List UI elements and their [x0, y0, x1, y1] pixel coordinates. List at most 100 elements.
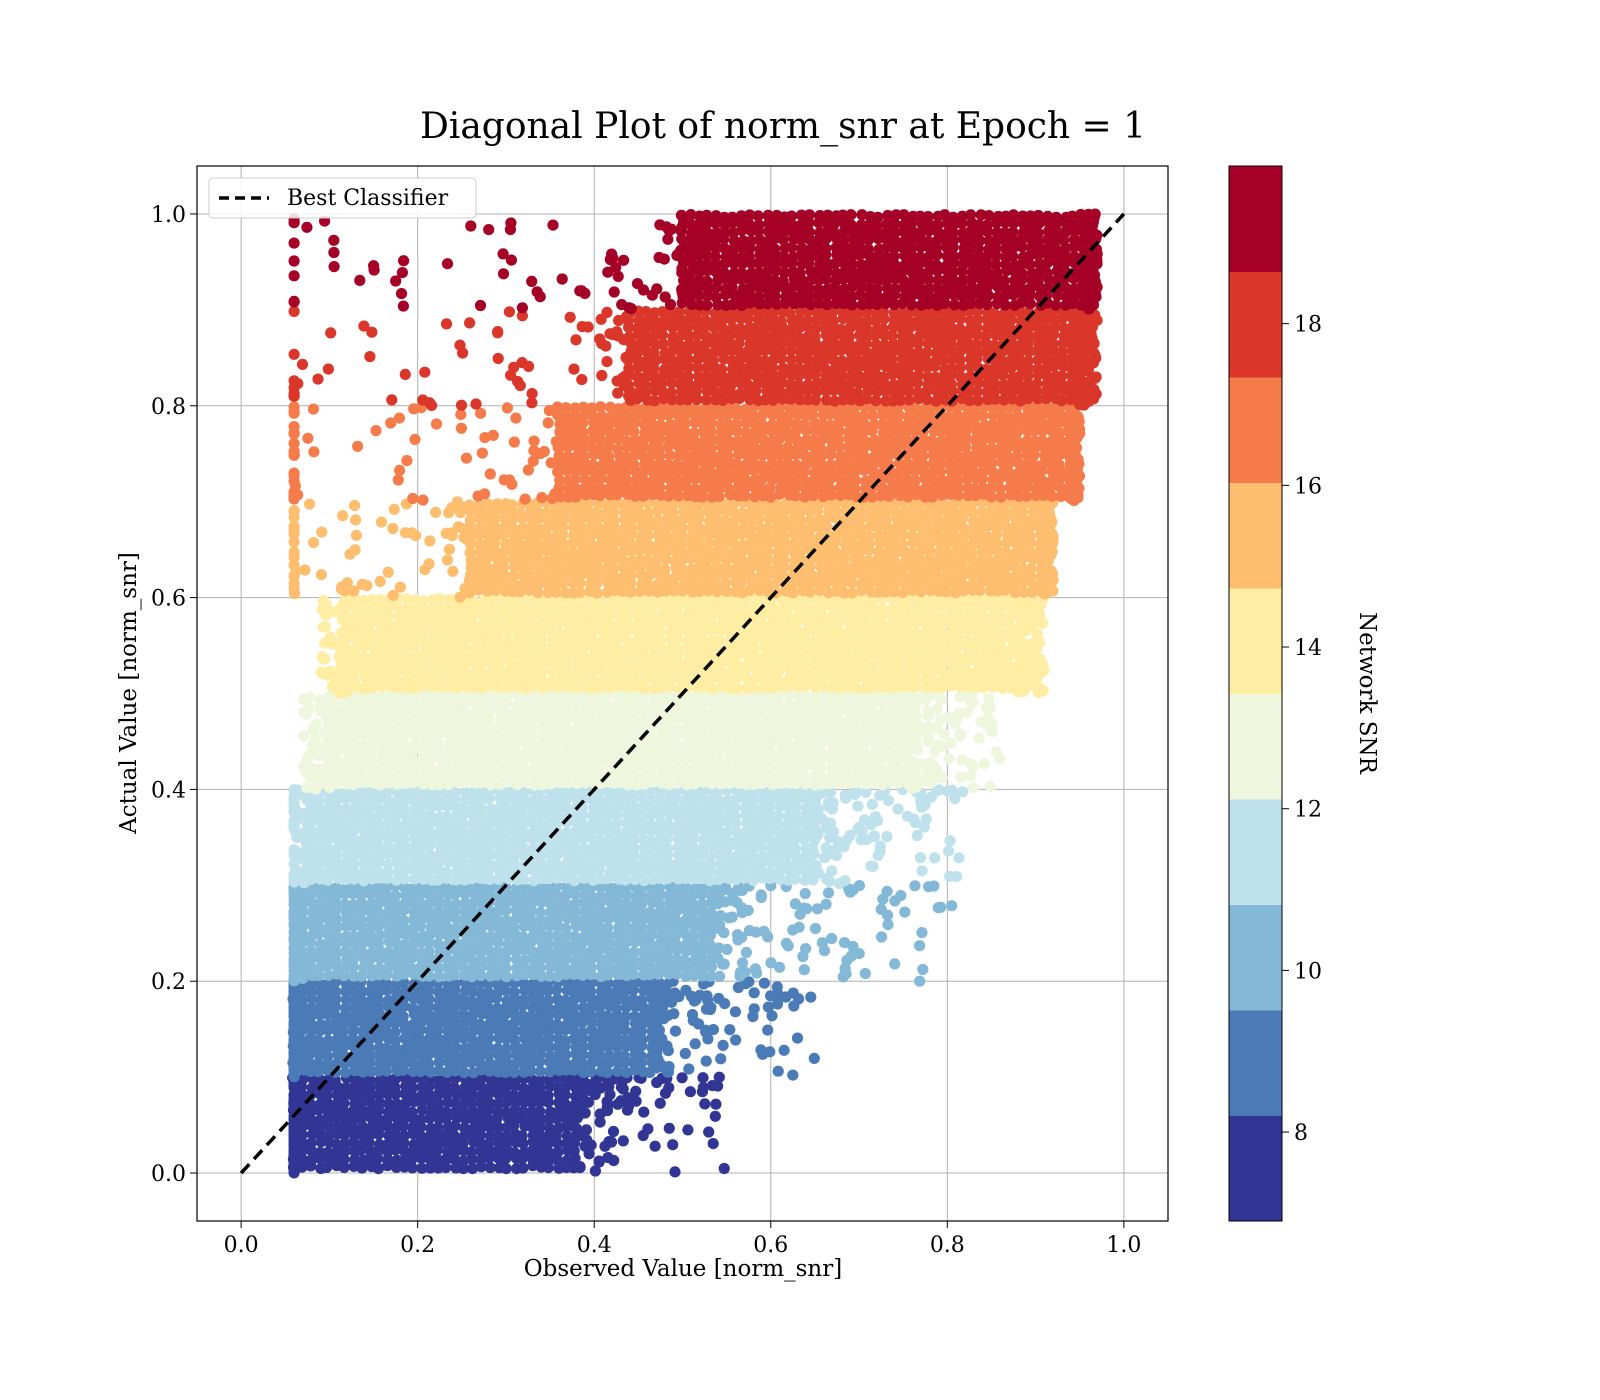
scatter-point	[780, 937, 793, 950]
scatter-point	[747, 850, 759, 862]
scatter-point	[347, 961, 359, 973]
scatter-point	[312, 970, 324, 982]
scatter-point	[365, 888, 377, 901]
scatter-point	[881, 831, 893, 843]
scatter-point	[955, 771, 967, 783]
scatter-point	[585, 1066, 597, 1078]
scatter-point	[764, 761, 777, 774]
scatter-point	[440, 1112, 452, 1124]
scatter-point	[577, 936, 589, 948]
scatter-point	[576, 969, 589, 981]
scatter-point	[715, 722, 727, 734]
scatter-point	[424, 1112, 436, 1124]
scatter-point	[910, 781, 922, 793]
scatter-point	[339, 1129, 351, 1141]
scatter-point	[474, 896, 487, 908]
scatter-point	[798, 705, 810, 717]
scatter-point	[588, 744, 600, 756]
chart-title: Diagonal Plot of norm_snr at Epoch = 1	[420, 106, 1146, 147]
scatter-point	[732, 840, 744, 852]
scatter-point	[398, 915, 410, 927]
scatter-point	[910, 616, 923, 628]
scatter-point	[654, 888, 666, 900]
scatter-point	[501, 842, 513, 854]
scatter-point	[618, 1057, 631, 1069]
scatter-point	[441, 953, 453, 965]
scatter-point	[466, 841, 478, 853]
scatter-point	[762, 1024, 774, 1036]
scatter-point	[449, 969, 461, 981]
scatter-point	[288, 1119, 300, 1131]
scatter-point	[838, 937, 851, 949]
scatter-point	[306, 846, 318, 858]
scatter-point	[750, 926, 762, 938]
scatter-point	[789, 873, 801, 885]
scatter-point	[543, 801, 555, 813]
scatter-point	[931, 722, 943, 734]
scatter-point	[536, 794, 548, 806]
scatter-point	[688, 970, 700, 982]
scatter-point	[373, 810, 385, 822]
scatter-point	[372, 1152, 384, 1164]
scatter-point	[424, 1137, 437, 1149]
scatter-point	[639, 683, 651, 695]
scatter-point	[330, 938, 342, 950]
band-points-1	[287, 975, 820, 1083]
scatter-point	[832, 705, 845, 717]
scatter-point	[659, 1087, 672, 1099]
scatter-point	[876, 729, 889, 741]
scatter-point	[561, 857, 573, 869]
scatter-point	[551, 1154, 563, 1166]
scatter-point	[372, 1128, 385, 1140]
scatter-point	[713, 848, 725, 860]
scatter-point	[494, 745, 506, 757]
scatter-point	[290, 814, 302, 827]
scatter-point	[800, 792, 812, 804]
scatter-point	[705, 961, 718, 973]
scatter-point	[322, 841, 334, 854]
scatter-point	[889, 958, 901, 970]
scatter-point	[816, 601, 828, 613]
scatter-point	[705, 794, 717, 806]
scatter-point	[468, 888, 480, 900]
scatter-point	[662, 1066, 674, 1078]
scatter-point	[460, 794, 472, 806]
scatter-point	[313, 1104, 325, 1116]
scatter-point	[288, 784, 300, 797]
scatter-point	[323, 776, 335, 788]
scatter-point	[669, 1025, 682, 1037]
scatter-point	[882, 919, 894, 931]
scatter-point	[809, 815, 821, 828]
scatter-point	[717, 1039, 729, 1051]
scatter-point	[593, 1156, 605, 1168]
scatter-point	[459, 776, 471, 788]
scatter-point	[314, 985, 326, 997]
scatter-point	[518, 776, 530, 788]
scatter-point	[356, 1128, 369, 1140]
scatter-point	[432, 1024, 444, 1036]
scatter-point	[586, 952, 598, 964]
scatter-point	[603, 1057, 615, 1069]
scatter-point	[638, 1106, 650, 1118]
scatter-point	[680, 945, 692, 957]
scatter-point	[424, 730, 437, 742]
scatter-point	[358, 728, 370, 740]
scatter-point	[337, 598, 349, 611]
scatter-point	[601, 1066, 614, 1079]
scatter-point	[432, 1122, 444, 1134]
scatter-point	[313, 1048, 325, 1060]
scatter-point	[511, 729, 523, 742]
scatter-point	[544, 729, 556, 741]
scatter-point	[859, 967, 871, 980]
scatter-point	[525, 936, 537, 949]
scatter-point	[663, 1122, 675, 1134]
scatter-point	[935, 901, 947, 913]
scatter-point	[526, 1040, 538, 1052]
scatter-point	[466, 954, 478, 966]
scatter-point	[923, 881, 935, 893]
band-points-3	[288, 783, 969, 890]
scatter-point	[534, 994, 546, 1007]
scatter-point	[288, 1053, 300, 1065]
scatter-point	[307, 952, 319, 964]
scatter-point	[672, 809, 684, 822]
